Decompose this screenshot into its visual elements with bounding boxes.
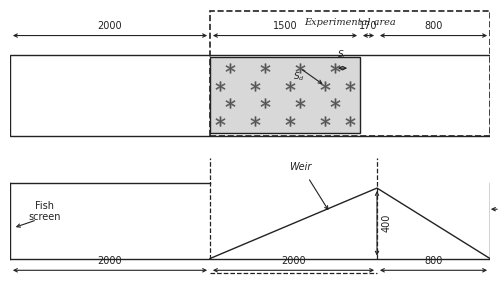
Text: 800: 800 [424,256,442,266]
Text: 2000: 2000 [98,21,122,31]
Text: 800: 800 [424,21,442,31]
Text: $S_c$: $S_c$ [337,49,348,61]
Text: Experimental area: Experimental area [304,18,396,27]
Text: 400: 400 [382,214,392,233]
Text: 2000: 2000 [98,256,122,266]
Bar [210,57,360,133]
Text: 1500: 1500 [272,21,297,31]
Text: $S_d$: $S_d$ [292,71,304,83]
Text: Weir: Weir [289,162,311,171]
Bar [10,55,490,136]
Text: 170: 170 [359,21,378,31]
Text: 2000: 2000 [281,256,306,266]
Text: Fish
screen: Fish screen [29,201,61,222]
Bar [210,11,490,136]
